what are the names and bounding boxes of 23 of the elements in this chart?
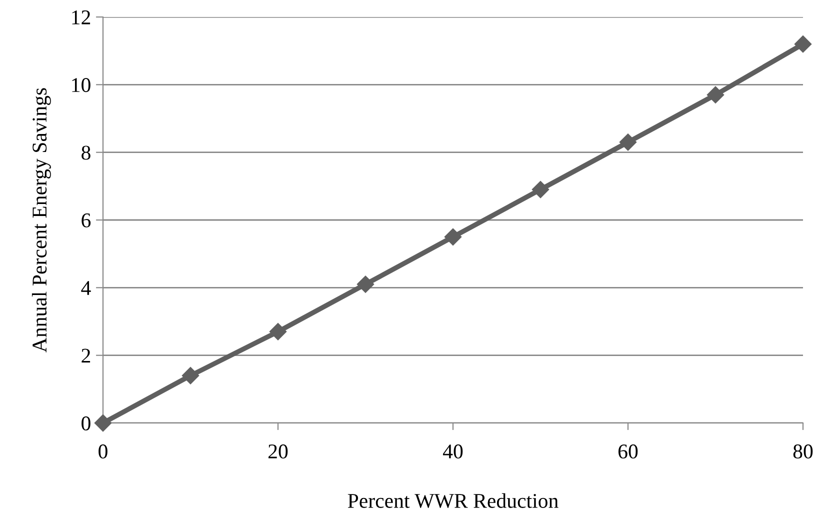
point xyxy=(706,86,724,104)
point xyxy=(794,36,812,53)
y-tick-label: 4 xyxy=(81,281,91,295)
x-tick-label: 80 xyxy=(793,444,813,458)
point xyxy=(532,181,550,198)
point xyxy=(356,276,374,293)
point xyxy=(444,228,462,246)
x-tick-label: 60 xyxy=(618,444,638,458)
y-axis-title: Annual Percent Energy Savings xyxy=(32,88,51,352)
y-tick-label: 6 xyxy=(82,213,91,228)
y-tick-label: 12 xyxy=(72,10,90,24)
x-axis-title: Percent WWR Reduction xyxy=(348,493,558,508)
point xyxy=(182,367,200,384)
x-tick-label: 20 xyxy=(268,444,288,458)
y-tick-label: 8 xyxy=(82,146,90,160)
y-tick-label: 0 xyxy=(82,416,90,430)
y-tick-label: 10 xyxy=(72,78,90,92)
point xyxy=(619,134,637,151)
x-tick-label: 40 xyxy=(442,444,463,458)
point xyxy=(94,414,112,432)
y-tick-label: 2 xyxy=(82,348,90,363)
x-tick-label: 0 xyxy=(98,444,108,458)
point xyxy=(269,323,287,340)
